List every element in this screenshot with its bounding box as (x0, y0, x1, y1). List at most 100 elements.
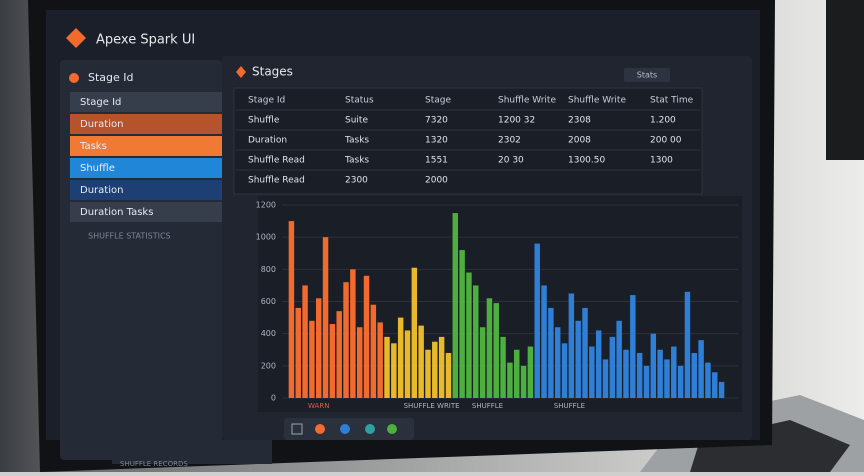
x-label: WARN (308, 402, 329, 410)
bar (315, 298, 322, 398)
table-cell: Suite (345, 116, 368, 126)
bar (534, 243, 540, 398)
table-cell: 2008 (568, 136, 591, 146)
dock-icon[interactable] (315, 424, 325, 434)
bar (691, 352, 698, 398)
bar (520, 365, 527, 398)
sidebar-item[interactable] (70, 114, 230, 134)
dock-icon[interactable] (387, 424, 397, 434)
table-cell: 1200 32 (498, 116, 535, 126)
table-cell: Duration (248, 136, 287, 146)
column-header: Stage Id (248, 96, 285, 106)
bar (425, 349, 431, 398)
bar (664, 359, 670, 398)
bar (643, 365, 650, 398)
bar (329, 324, 336, 398)
bar (363, 275, 370, 398)
column-header: Shuffle Write (498, 96, 556, 106)
bar (343, 282, 349, 398)
bar (493, 303, 499, 398)
table-cell: Shuffle (248, 116, 280, 126)
bar (432, 341, 438, 398)
table-cell: Shuffle Read (248, 156, 305, 166)
bar (575, 320, 581, 398)
y-tick-label: 200 (261, 361, 276, 370)
sidebar-item-label: Tasks (79, 141, 107, 152)
bar-chart: 1200 1000 800 600 400 200 0 WARN SHUFFLE WRITE SH… (256, 201, 738, 410)
bar (397, 317, 404, 398)
bar (309, 320, 315, 398)
dock-icon[interactable] (365, 424, 375, 434)
bar (705, 362, 711, 398)
bar (623, 349, 629, 398)
stages-icon (236, 66, 246, 78)
bar (452, 213, 459, 398)
bar (370, 304, 377, 398)
bar (486, 298, 493, 398)
sidebar-item[interactable] (70, 136, 230, 156)
bar (411, 267, 418, 398)
bar (377, 322, 383, 398)
sidebar-item[interactable] (70, 92, 230, 112)
status-text: SHUFFLE RECORDS (120, 460, 188, 468)
sidebar-title: Stage Id (88, 71, 134, 84)
bar (712, 372, 718, 398)
status-bar (112, 440, 272, 464)
bar (295, 307, 301, 398)
bar (418, 325, 424, 398)
bar (568, 293, 575, 398)
stages-title: Stages (252, 65, 293, 79)
bar (507, 362, 513, 398)
sidebar-item-label: Stage Id (80, 97, 121, 108)
bar (479, 327, 486, 398)
bar (616, 320, 622, 398)
table-cell: 200 00 (650, 136, 682, 146)
bar (459, 250, 465, 398)
column-header: Stage (425, 96, 451, 106)
bar (302, 285, 308, 398)
bar (595, 330, 602, 398)
bar (630, 295, 636, 398)
table-cell: 1300 (650, 156, 673, 166)
bar (671, 346, 677, 398)
bar (466, 272, 472, 398)
x-label: SHUFFLE (554, 402, 585, 410)
bar (698, 340, 704, 398)
bar (636, 352, 643, 398)
bar (554, 327, 561, 398)
filter-label[interactable]: Stats (637, 71, 657, 80)
sidebar-item[interactable] (70, 158, 230, 178)
y-tick-label: 0 (271, 394, 276, 403)
dock-icon[interactable] (340, 424, 350, 434)
table-cell: 20 30 (498, 156, 524, 166)
table-cell: Tasks (344, 156, 369, 166)
bar (589, 346, 595, 398)
table-cell: 2000 (425, 176, 448, 186)
keyboard (690, 420, 850, 472)
y-tick-label: 1200 (256, 201, 276, 210)
bar (445, 352, 452, 398)
sidebar-item-label: Duration Tasks (80, 207, 153, 218)
bar (582, 307, 588, 398)
bar (391, 343, 397, 398)
bar (336, 311, 342, 398)
bar (561, 343, 568, 398)
sidebar-item[interactable] (70, 202, 230, 222)
sidebar-item[interactable] (70, 180, 230, 200)
bar (677, 365, 684, 398)
dock-icon[interactable] (291, 423, 303, 435)
column-header: Stat Time (650, 96, 694, 106)
bar (404, 330, 411, 398)
column-header: Shuffle Write (568, 96, 626, 106)
table-cell: 7320 (425, 116, 448, 126)
table-cell: Shuffle Read (248, 176, 305, 186)
bar (288, 221, 295, 398)
app-title: Apexe Spark UI (96, 33, 195, 48)
filter-button[interactable] (624, 68, 670, 82)
bar (473, 285, 479, 398)
y-tick-label: 1000 (256, 233, 276, 242)
stages-table (233, 87, 703, 195)
bar (684, 291, 691, 398)
table-cell: 1551 (425, 156, 448, 166)
